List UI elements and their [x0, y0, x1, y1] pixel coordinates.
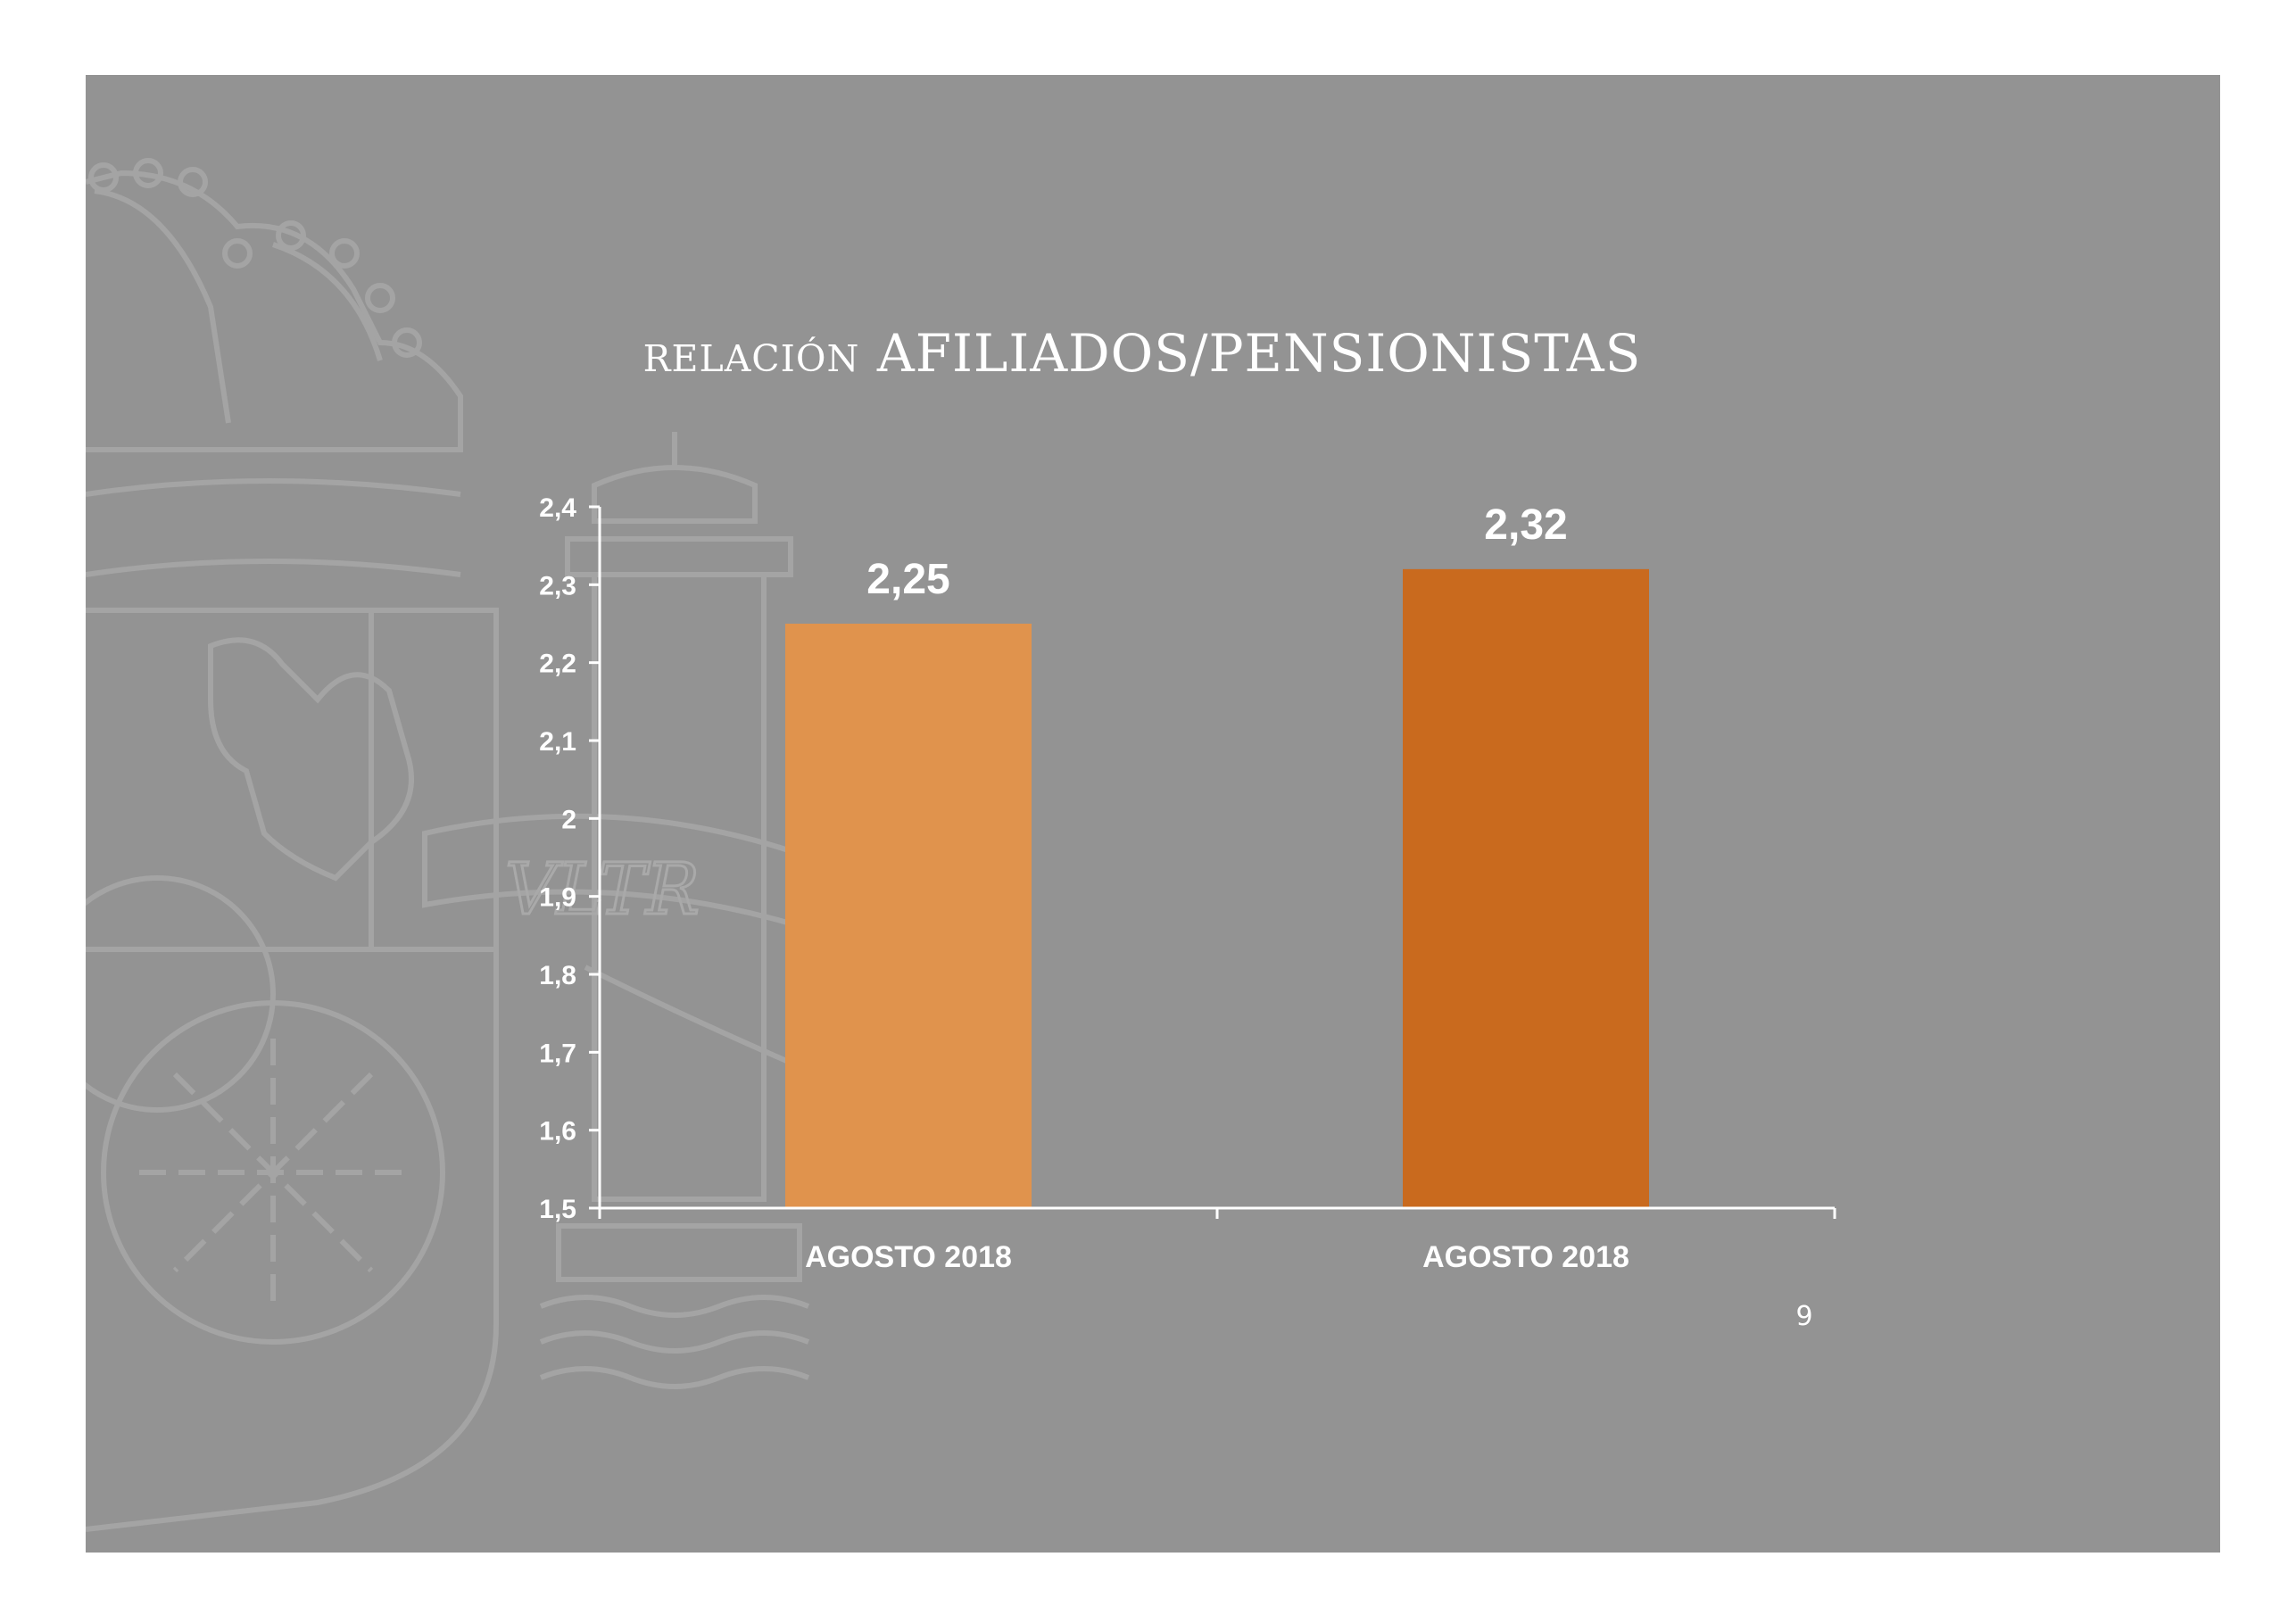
- x-category-label: AGOSTO 2018: [1422, 1240, 1629, 1274]
- y-tick-label: 1,5: [539, 1195, 576, 1224]
- y-tick-label: 2,3: [539, 571, 576, 600]
- value-labels-group: 2,25 2,32: [866, 501, 1567, 603]
- watermark-motto: VLTR: [505, 848, 700, 931]
- y-tick-label: 2,1: [539, 727, 576, 757]
- y-tick-label: 1,8: [539, 961, 576, 990]
- chart-title-prefix: Relación: [642, 323, 860, 384]
- value-label-1: 2,25: [866, 556, 949, 603]
- y-tick-label: 2,4: [539, 493, 576, 523]
- y-tick-label: 2: [561, 805, 576, 834]
- x-category-label: AGOSTO 2018: [805, 1240, 1012, 1274]
- bar-chart: 1,5 1,6 1,7 1,8 1,9 2 2,1 2,2 2,3 2,4 2,25 2,32 AG…: [539, 493, 1836, 1274]
- y-tick-label: 1,9: [539, 883, 576, 913]
- y-axis-ticks: 1,5 1,6 1,7 1,8 1,9 2 2,1 2,2 2,3 2,4: [539, 493, 600, 1224]
- y-tick-label: 1,7: [539, 1039, 576, 1068]
- chart-title-main: AFILIADOS/PENSIONISTAS: [876, 323, 1642, 384]
- x-axis-labels: AGOSTO 2018 AGOSTO 2018: [598, 1208, 1836, 1274]
- bars-group: [785, 568, 1649, 1208]
- page-number: 9: [1795, 1301, 1813, 1332]
- bar-2: [1403, 568, 1649, 1208]
- value-label-2: 2,32: [1484, 501, 1567, 549]
- bar-1: [785, 624, 1032, 1208]
- chart-title: Relación AFILIADOS/PENSIONISTAS: [86, 323, 2220, 384]
- slide-background: VLTR Relación AFILIADOS/PENSIONISTAS 1,5…: [86, 75, 2220, 1553]
- y-tick-label: 2,2: [539, 650, 576, 679]
- y-tick-label: 1,6: [539, 1117, 576, 1147]
- coat-of-arms-watermark: VLTR: [86, 158, 820, 1532]
